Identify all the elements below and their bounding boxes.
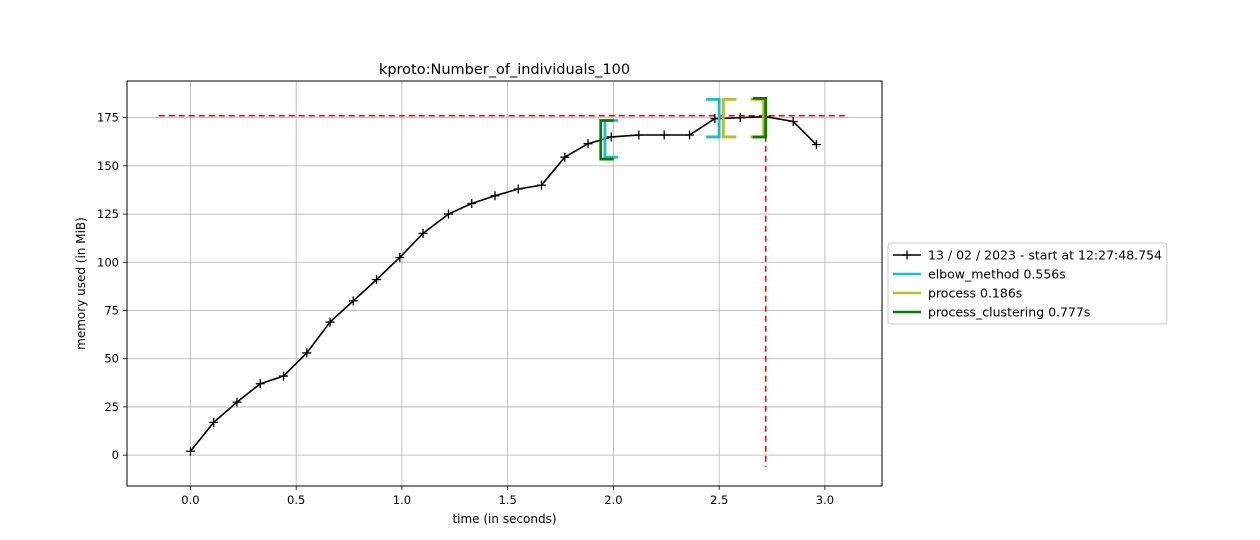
function-brackets xyxy=(599,96,768,161)
chart-title: kproto:Number_of_individuals_100 xyxy=(379,62,630,78)
data-point xyxy=(418,228,428,238)
y-tick-label: 25 xyxy=(104,400,119,414)
axis-ticks: 0.0 0.5 1.0 1.5 2.0 2.5 3.0 0 25 50 75 100 125 150 175 xyxy=(97,111,834,507)
x-tick-label: 0.0 xyxy=(181,493,199,507)
data-point xyxy=(348,296,358,306)
x-tick-label: 1.0 xyxy=(393,493,411,507)
series-layer xyxy=(185,112,821,456)
bracket-end xyxy=(706,97,721,139)
data-point xyxy=(302,348,312,358)
y-tick-label: 100 xyxy=(97,255,119,269)
data-point xyxy=(185,446,195,456)
y-tick-label: 50 xyxy=(104,352,119,366)
data-point xyxy=(372,275,382,285)
x-tick-label: 2.5 xyxy=(710,493,728,507)
data-point xyxy=(659,130,669,140)
data-point xyxy=(443,209,453,219)
legend-box xyxy=(887,242,1168,325)
data-point xyxy=(395,252,405,262)
plot-frame xyxy=(126,80,883,487)
data-point xyxy=(788,117,798,126)
x-axis-label: time (in seconds) xyxy=(452,512,556,526)
x-tick-label: 3.0 xyxy=(816,493,834,507)
bracket-start xyxy=(721,97,737,139)
data-point xyxy=(490,191,500,201)
grid xyxy=(127,81,882,486)
bracket-end xyxy=(752,96,768,139)
y-tick-label: 175 xyxy=(97,111,119,125)
legend-label: 13 / 02 / 2023 - start at 12:27:48.754 xyxy=(928,248,1162,263)
legend: 13 / 02 / 2023 - start at 12:27:48.754 el… xyxy=(887,242,1168,325)
legend-label: process_clustering 0.777s xyxy=(928,305,1090,320)
data-point xyxy=(634,130,644,140)
data-point xyxy=(735,113,745,123)
data-point xyxy=(606,132,616,142)
legend-label: process 0.186s xyxy=(928,286,1022,301)
reference-lines xyxy=(158,114,847,467)
legend-label: elbow_method 0.556s xyxy=(928,267,1066,282)
data-point xyxy=(325,317,335,327)
x-tick-label: 1.5 xyxy=(499,493,517,507)
y-tick-label: 125 xyxy=(97,207,119,221)
x-tick-label: 0.5 xyxy=(287,493,305,507)
legend-marker xyxy=(902,250,912,260)
data-point xyxy=(467,198,477,208)
data-point xyxy=(209,417,219,427)
data-point xyxy=(583,139,593,149)
bracket-start xyxy=(599,119,614,161)
y-tick-label: 150 xyxy=(97,159,119,173)
data-point xyxy=(560,152,570,162)
data-point xyxy=(537,180,547,190)
data-point xyxy=(255,379,265,389)
data-point xyxy=(513,184,523,194)
data-point xyxy=(811,140,821,150)
data-point xyxy=(685,130,695,140)
data-point xyxy=(278,371,288,381)
x-tick-label: 2.0 xyxy=(604,493,622,507)
y-axis-label: memory used (in MiB) xyxy=(74,217,88,350)
data-point xyxy=(232,397,242,407)
y-tick-label: 75 xyxy=(104,304,119,318)
y-tick-label: 0 xyxy=(112,448,119,462)
